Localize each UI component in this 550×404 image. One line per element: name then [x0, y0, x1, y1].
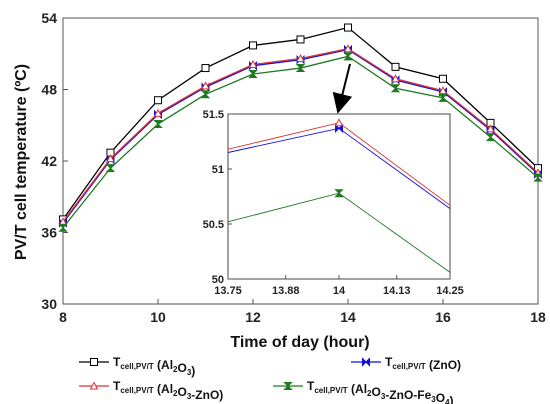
legend-label: Tcell,PV/T (Al2O3): [113, 355, 195, 378]
inset-data-point: [335, 123, 343, 134]
x-tick-label: 16: [435, 309, 451, 325]
y-tick-label: 48: [41, 82, 57, 98]
legend-label: Tcell,PV/T (ZnO): [385, 355, 461, 372]
data-point: [485, 133, 496, 142]
inset-y-tick-label: 50: [212, 274, 224, 286]
data-point: [295, 64, 306, 73]
data-point: [391, 62, 400, 71]
y-tick-label: 30: [41, 296, 57, 312]
data-point: [153, 108, 163, 117]
data-point: [58, 223, 68, 232]
legend-item: Tcell,PV/T (Al2O3-ZnO): [79, 379, 223, 402]
inset-data-point: [334, 118, 344, 127]
y-tick-label: 54: [41, 10, 57, 26]
x-tick-label: 18: [530, 309, 546, 325]
inset-x-tick-label: 14.25: [436, 285, 464, 297]
legend-item: Tcell,PV/T (Al2O3-ZnO-Fe3O4): [273, 379, 454, 404]
data-point: [154, 96, 162, 105]
legend-label: Tcell,PV/T (Al2O3-ZnO-Fe3O4): [307, 379, 454, 404]
main-series-group: [58, 23, 543, 232]
data-point: [486, 124, 495, 133]
data-point: [438, 93, 448, 102]
data-point: [533, 173, 543, 182]
data-point: [200, 90, 211, 99]
series-triangle: [58, 44, 543, 226]
legend: Tcell,PV/T (Al2O3) Tcell,PV/T (ZnO) Tcell,…: [79, 355, 461, 404]
x-tick-label: 8: [59, 309, 67, 325]
inset-data-point: [334, 189, 344, 198]
data-point: [248, 59, 258, 68]
inset-series-group: [227, 118, 451, 273]
x-axis-title: Time of day (hour): [230, 334, 369, 351]
zoom-arrow: [332, 63, 353, 114]
data-point: [248, 70, 258, 79]
data-point: [438, 86, 448, 95]
series-hourglass: [58, 52, 543, 232]
legend-marker: [362, 357, 370, 367]
data-point: [344, 23, 352, 32]
y-tick-label: 36: [41, 225, 57, 241]
inset-y-tick-label: 51.5: [203, 109, 224, 121]
x-tick-label: 14: [340, 309, 356, 325]
inset-x-tick-label: 14.13: [383, 285, 411, 297]
legend-item: Tcell,PV/T (Al2O3): [79, 355, 195, 378]
data-point: [390, 84, 401, 93]
inset-x-tick-label: 13.88: [272, 285, 300, 297]
data-point: [296, 35, 305, 44]
inset-series-bowtie: [227, 123, 451, 209]
y-tick-label: 42: [41, 153, 57, 169]
data-point: [391, 74, 400, 83]
legend-item: Tcell,PV/T (ZnO): [351, 355, 461, 372]
data-point: [439, 74, 447, 83]
inset-series-hourglass: [227, 189, 451, 273]
data-point: [153, 120, 163, 129]
data-point: [201, 81, 210, 90]
inset-x-axis-ticks: 13.75 13.88 14 14.13 14.25: [214, 275, 464, 297]
legend-marker: [89, 381, 99, 390]
inset-y-axis-ticks: 50 50.5 51 51.5: [203, 109, 232, 286]
legend-label: Tcell,PV/T (Al2O3-ZnO): [113, 379, 223, 402]
inset-y-tick-label: 50.5: [203, 219, 224, 231]
data-point: [343, 52, 353, 61]
y-axis-title: PV/T cell temperature (ºC): [13, 64, 30, 260]
inset-y-tick-label: 51: [212, 164, 224, 176]
x-axis-ticks: 8 10 12 14 16 18: [59, 299, 546, 325]
legend-marker: [283, 382, 293, 390]
data-point: [249, 41, 257, 50]
data-point: [343, 44, 353, 53]
x-tick-label: 10: [150, 309, 166, 325]
data-point: [105, 164, 116, 173]
inset-x-tick-label: 13.75: [214, 285, 242, 297]
y-axis-ticks: 30 36 42 48 54: [41, 10, 68, 312]
legend-marker: [90, 358, 98, 366]
x-tick-label: 12: [245, 309, 261, 325]
inset-x-tick-label: 14: [333, 285, 346, 297]
data-point: [296, 53, 305, 62]
data-point: [106, 154, 115, 163]
data-point: [201, 64, 210, 73]
inset-series-triangle: [227, 118, 451, 206]
